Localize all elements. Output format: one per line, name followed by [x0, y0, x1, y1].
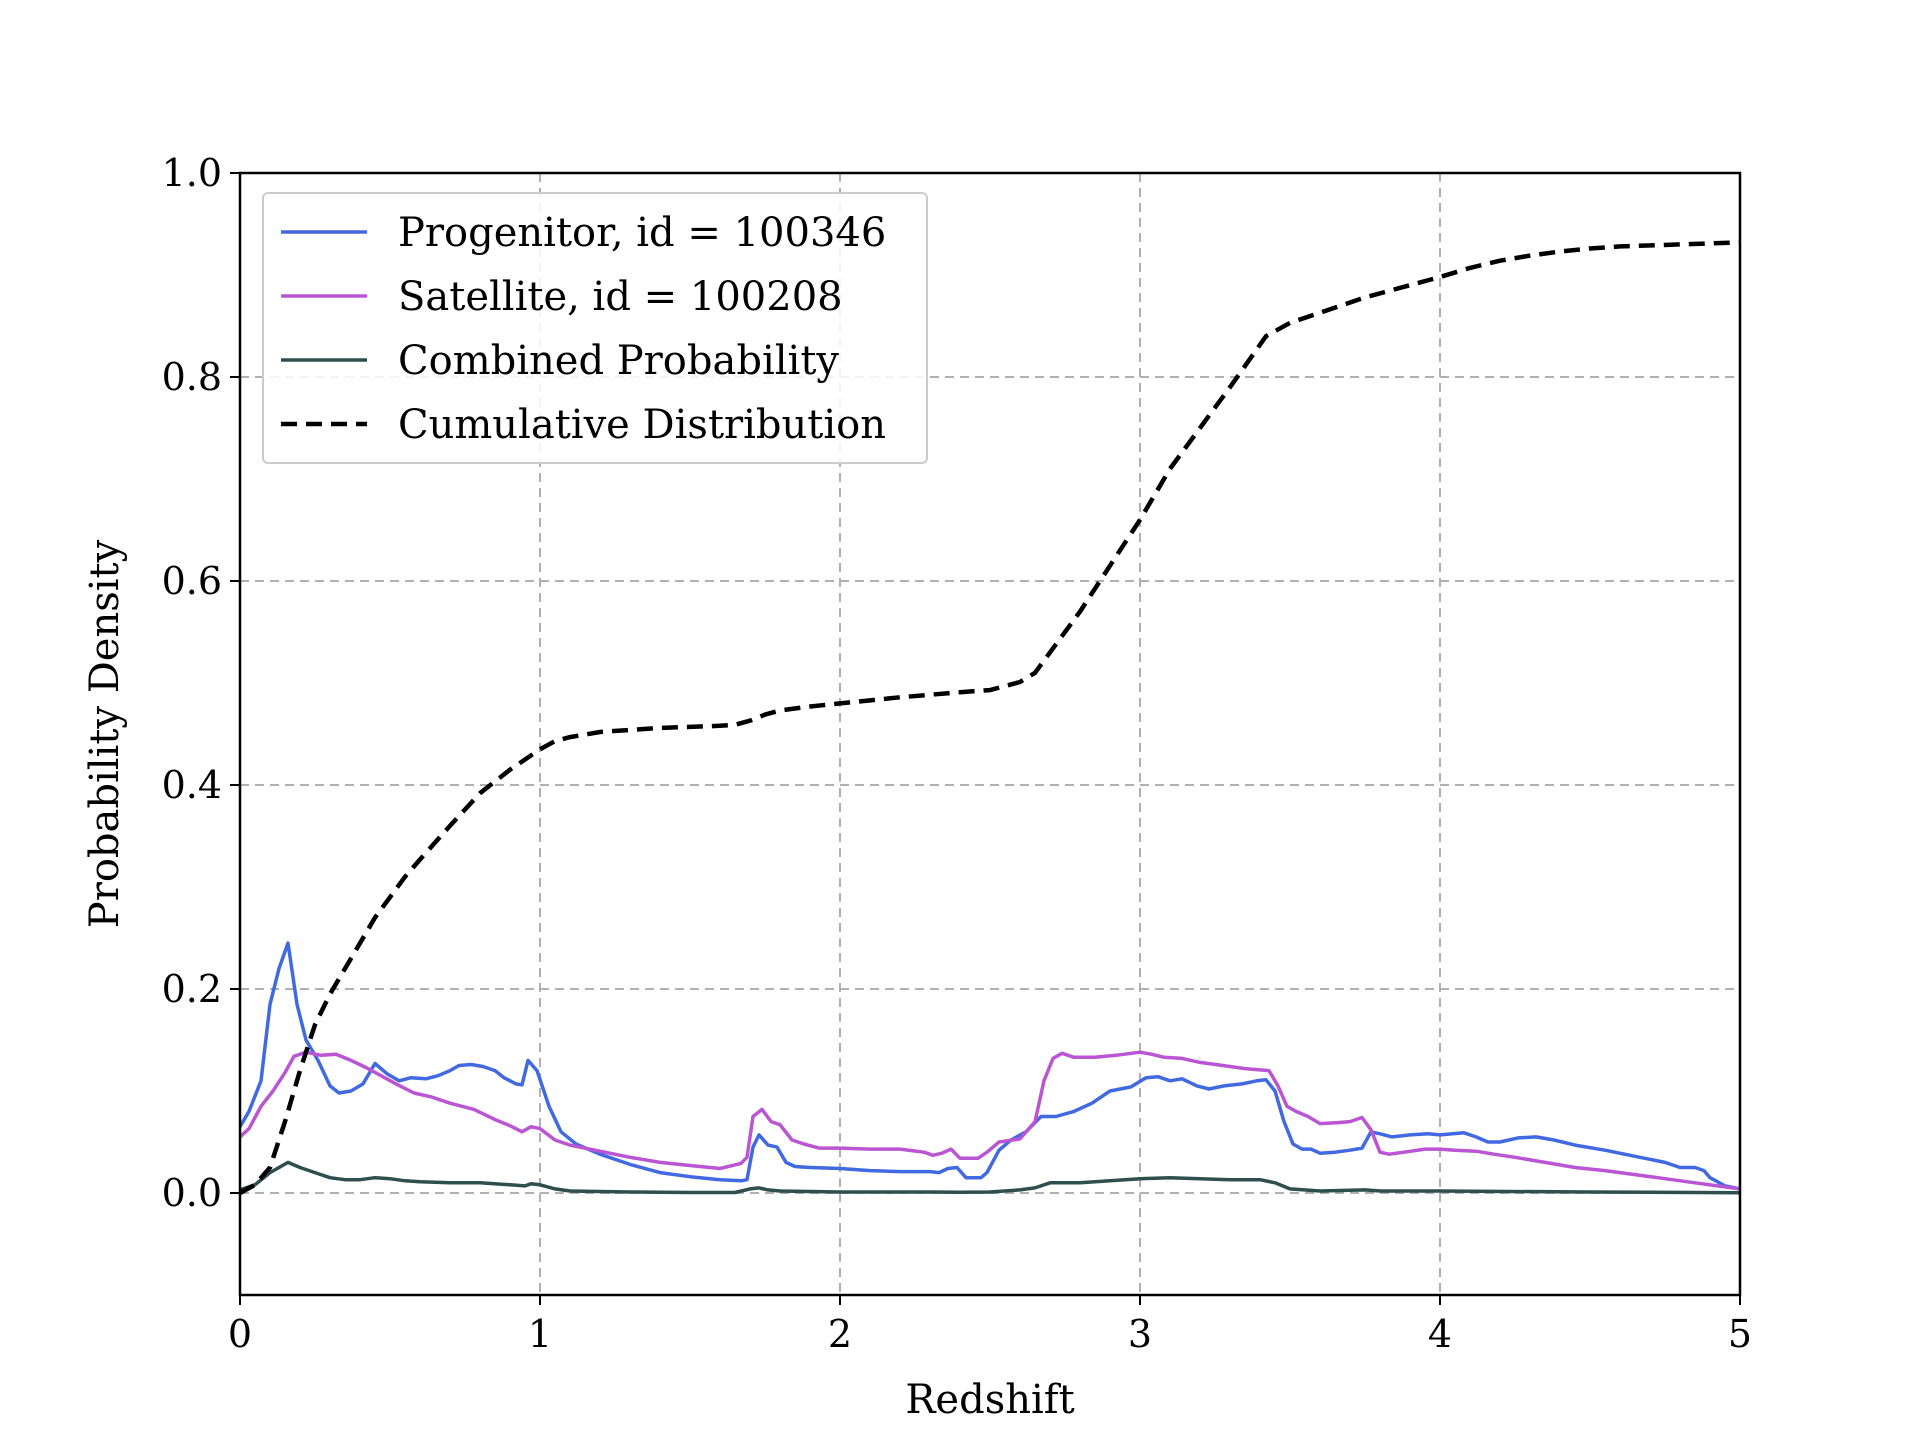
x-tick-label: 1 — [528, 1312, 552, 1356]
x-tick-label: 0 — [228, 1312, 252, 1356]
legend: Progenitor, id = 100346 Satellite, id = 1… — [262, 192, 928, 464]
x-tick-label: 2 — [828, 1312, 852, 1356]
y-tick-label: 0.8 — [162, 355, 222, 399]
legend-box — [262, 192, 928, 464]
y-tick-label: 0.2 — [162, 967, 222, 1011]
series-line-3 — [240, 1160, 1740, 1195]
x-tick-label: 4 — [1428, 1312, 1452, 1356]
x-tick-label: 3 — [1128, 1312, 1152, 1356]
y-tick-label: 0.6 — [162, 559, 222, 603]
legend-label: Combined Probability — [398, 338, 839, 384]
series-group — [240, 240, 1740, 1195]
series-line-4 — [240, 240, 1740, 1195]
x-tick-label: 5 — [1728, 1312, 1752, 1356]
y-tick-label: 1.0 — [162, 151, 222, 195]
legend-label: Progenitor, id = 100346 — [398, 210, 886, 256]
ticks: 0 1 2 3 4 5 0.0 0.2 0.4 0.6 0.8 1.0 — [162, 151, 1753, 1356]
legend-label: Satellite, id = 100208 — [398, 274, 843, 320]
series-line-2 — [240, 1050, 1740, 1191]
y-axis-label: Probability Density — [82, 539, 128, 928]
series-line-1 — [240, 941, 1740, 1191]
legend-label: Cumulative Distribution — [398, 402, 886, 448]
y-tick-label: 0.0 — [162, 1171, 222, 1215]
x-axis-label: Redshift — [905, 1377, 1074, 1423]
plot-frame — [238, 171, 1742, 1297]
y-tick-label: 0.4 — [162, 763, 222, 807]
